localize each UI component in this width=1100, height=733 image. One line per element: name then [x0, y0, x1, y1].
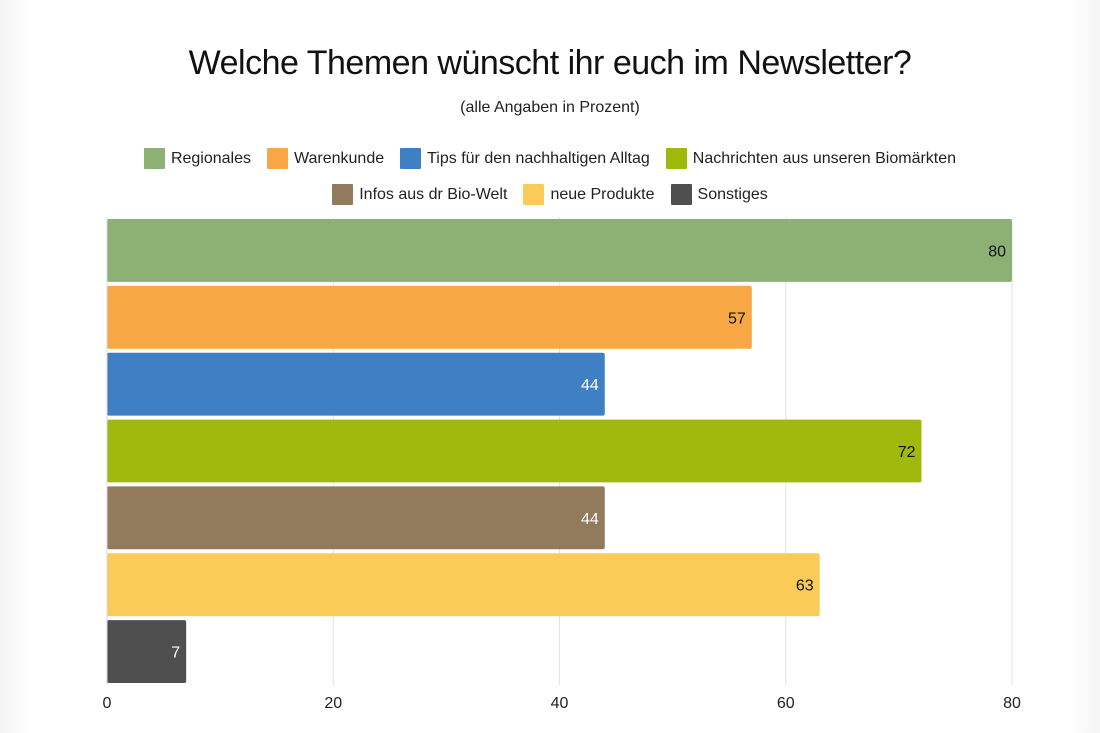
- bar: [107, 219, 1012, 282]
- legend-label: Sonstiges: [697, 185, 768, 203]
- legend-item-regionales[interactable]: Regionales: [143, 148, 251, 169]
- x-tick-label: 20: [324, 695, 342, 712]
- legend-swatch: [523, 184, 545, 205]
- legend-item-sonstiges[interactable]: Sonstiges: [670, 184, 768, 205]
- bar: [107, 553, 820, 617]
- legend-label: Nachrichten aus unseren Biomärkten: [692, 149, 957, 167]
- legend-item-tips[interactable]: Tips für den nachhaltigen Alltag: [400, 148, 650, 169]
- legend-item-warenkunde[interactable]: Warenkunde: [267, 148, 384, 169]
- bar: [107, 620, 187, 683]
- bar-value-label: 57: [728, 310, 746, 327]
- legend-label: Regionales: [170, 149, 251, 167]
- legend-label: Tips für den nachhaltigen Alltag: [427, 149, 650, 167]
- x-tick-label: 80: [1003, 695, 1021, 712]
- legend-row-1: Regionales Warenkunde Tips für den nachh…: [0, 148, 1100, 169]
- legend-label: Infos aus dr Bio-Welt: [359, 185, 508, 203]
- legend-item-neue-produkte[interactable]: neue Produkte: [523, 184, 655, 205]
- legend-label: Warenkunde: [294, 149, 385, 167]
- bar: [107, 486, 605, 550]
- bar: [107, 419, 922, 483]
- bar: [107, 352, 605, 416]
- bar-value-label: 72: [898, 444, 916, 461]
- bar-value-label: 44: [581, 511, 599, 528]
- bar-value-label: 80: [988, 243, 1006, 260]
- x-tick-label: 60: [777, 695, 795, 712]
- bar-value-label: 44: [581, 377, 599, 394]
- x-tick-label: 0: [103, 695, 112, 712]
- x-tick-label: 40: [551, 695, 569, 712]
- legend-item-nachrichten[interactable]: Nachrichten aus unseren Biomärkten: [665, 148, 957, 169]
- chart-title: Welche Themen wünscht ihr euch im Newsle…: [188, 44, 912, 82]
- bar: [107, 285, 752, 349]
- legend-swatch: [267, 148, 288, 169]
- legend-label: neue Produkte: [550, 185, 655, 203]
- legend-row-2: Infos aus dr Bio-Welt neue Produkte Sons…: [0, 184, 1100, 205]
- legend-swatch: [332, 184, 354, 205]
- legend-swatch: [670, 184, 692, 205]
- legend-swatch: [665, 148, 687, 169]
- bar-value-label: 7: [171, 645, 180, 662]
- legend-swatch: [400, 148, 422, 169]
- bar-value-label: 63: [796, 578, 814, 595]
- legend-item-infos[interactable]: Infos aus dr Bio-Welt: [332, 184, 507, 205]
- legend-swatch: [143, 148, 165, 169]
- chart-subtitle: (alle Angaben in Prozent): [460, 99, 640, 116]
